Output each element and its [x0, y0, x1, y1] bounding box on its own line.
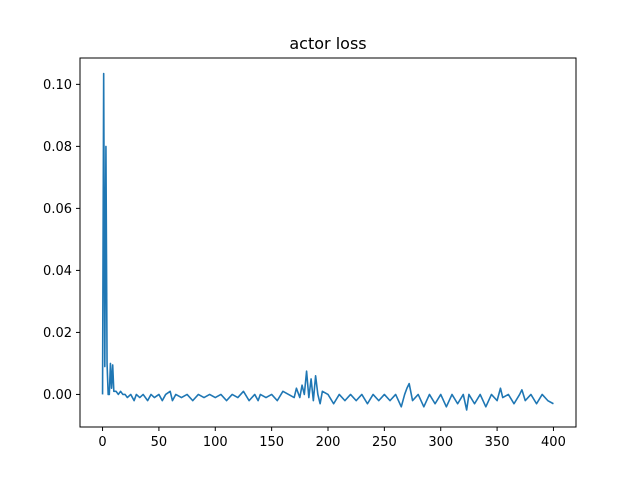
- plot-frame: [79, 57, 577, 428]
- y-tick-label: 0.04: [43, 264, 72, 279]
- x-tick-label: 250: [372, 435, 397, 450]
- x-tick-label: 350: [485, 435, 510, 450]
- x-axis: 0 50 100 150 200 250 300 350 400: [98, 427, 566, 450]
- y-tick-label: 0.02: [43, 326, 72, 341]
- y-tick-label: 0.08: [43, 140, 72, 155]
- x-tick-label: 0: [98, 435, 106, 450]
- y-axis: 0.00 0.02 0.04 0.06 0.08 0.10: [43, 78, 80, 403]
- x-tick-label: 100: [203, 435, 228, 450]
- x-tick-label: 200: [316, 435, 341, 450]
- plot-area: [101, 72, 554, 411]
- series-line-0: [101, 72, 554, 411]
- chart-title: actor loss: [289, 34, 366, 53]
- y-tick-label: 0.00: [43, 388, 72, 403]
- x-tick-label: 150: [259, 435, 284, 450]
- y-tick-label: 0.10: [43, 78, 72, 93]
- x-tick-label: 400: [541, 435, 566, 450]
- y-tick-label: 0.06: [43, 202, 72, 217]
- x-tick-label: 50: [151, 435, 168, 450]
- x-tick-label: 300: [428, 435, 453, 450]
